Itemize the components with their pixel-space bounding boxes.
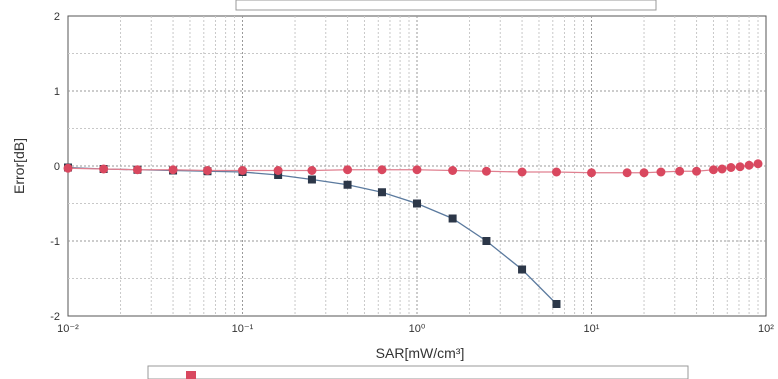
x-tick-label: 10¹ [584, 323, 600, 335]
data-point-circle [132, 165, 142, 175]
bottom-legend [147, 365, 689, 379]
data-point-circle [99, 164, 109, 174]
data-point-circle [517, 167, 527, 177]
x-tick-label: 10⁻² [57, 323, 79, 335]
top-legend-box [235, 0, 657, 11]
data-point-circle [639, 168, 649, 178]
data-point-circle [708, 165, 718, 175]
data-point-circle [202, 166, 212, 175]
data-point-circle [717, 164, 727, 174]
data-point-circle [744, 160, 754, 170]
data-point-circle [692, 166, 702, 176]
data-point-square [377, 188, 386, 197]
data-point-circle [675, 166, 685, 176]
data-point-square [448, 214, 457, 223]
series-group [63, 159, 763, 308]
x-tick-label: 10⁰ [409, 323, 426, 335]
data-point-circle [412, 165, 422, 175]
data-point-square [552, 300, 561, 308]
data-point-square [307, 175, 316, 184]
data-point-square [518, 265, 527, 274]
data-point-circle [168, 165, 178, 175]
data-point-circle [551, 167, 561, 177]
y-tick-label: -1 [50, 236, 60, 248]
y-axis-label: Error[dB] [11, 138, 27, 194]
y-tick-label: 1 [54, 86, 60, 98]
data-point-circle [448, 166, 458, 175]
legend-box [147, 365, 689, 379]
data-point-circle [726, 163, 736, 172]
data-point-circle [343, 165, 353, 175]
data-point-circle [377, 165, 387, 175]
tick-labels: 2 1 0 -1 -210⁻² 10⁻¹ 10⁰ 10¹ 10² [50, 11, 774, 335]
legend-marker-icon [186, 371, 196, 379]
data-point-circle [622, 168, 632, 178]
x-tick-label: 10⁻¹ [232, 323, 254, 335]
data-point-circle [587, 168, 596, 178]
x-tick-label: 10² [758, 323, 774, 335]
data-point-square [413, 199, 421, 208]
data-point-circle [656, 167, 666, 177]
x-axis-label: SAR[mW/cm³] [376, 345, 465, 361]
data-point-square [343, 180, 352, 189]
data-point-circle [307, 166, 317, 175]
data-point-circle [63, 163, 73, 173]
y-tick-label: 2 [54, 11, 60, 23]
data-point-circle [753, 159, 763, 169]
y-tick-label: -2 [50, 311, 60, 323]
data-point-circle [273, 166, 283, 175]
data-point-circle [735, 162, 745, 172]
data-point-square [482, 237, 491, 245]
y-tick-label: 0 [54, 161, 60, 173]
data-point-circle [238, 166, 247, 175]
data-point-circle [481, 166, 491, 176]
